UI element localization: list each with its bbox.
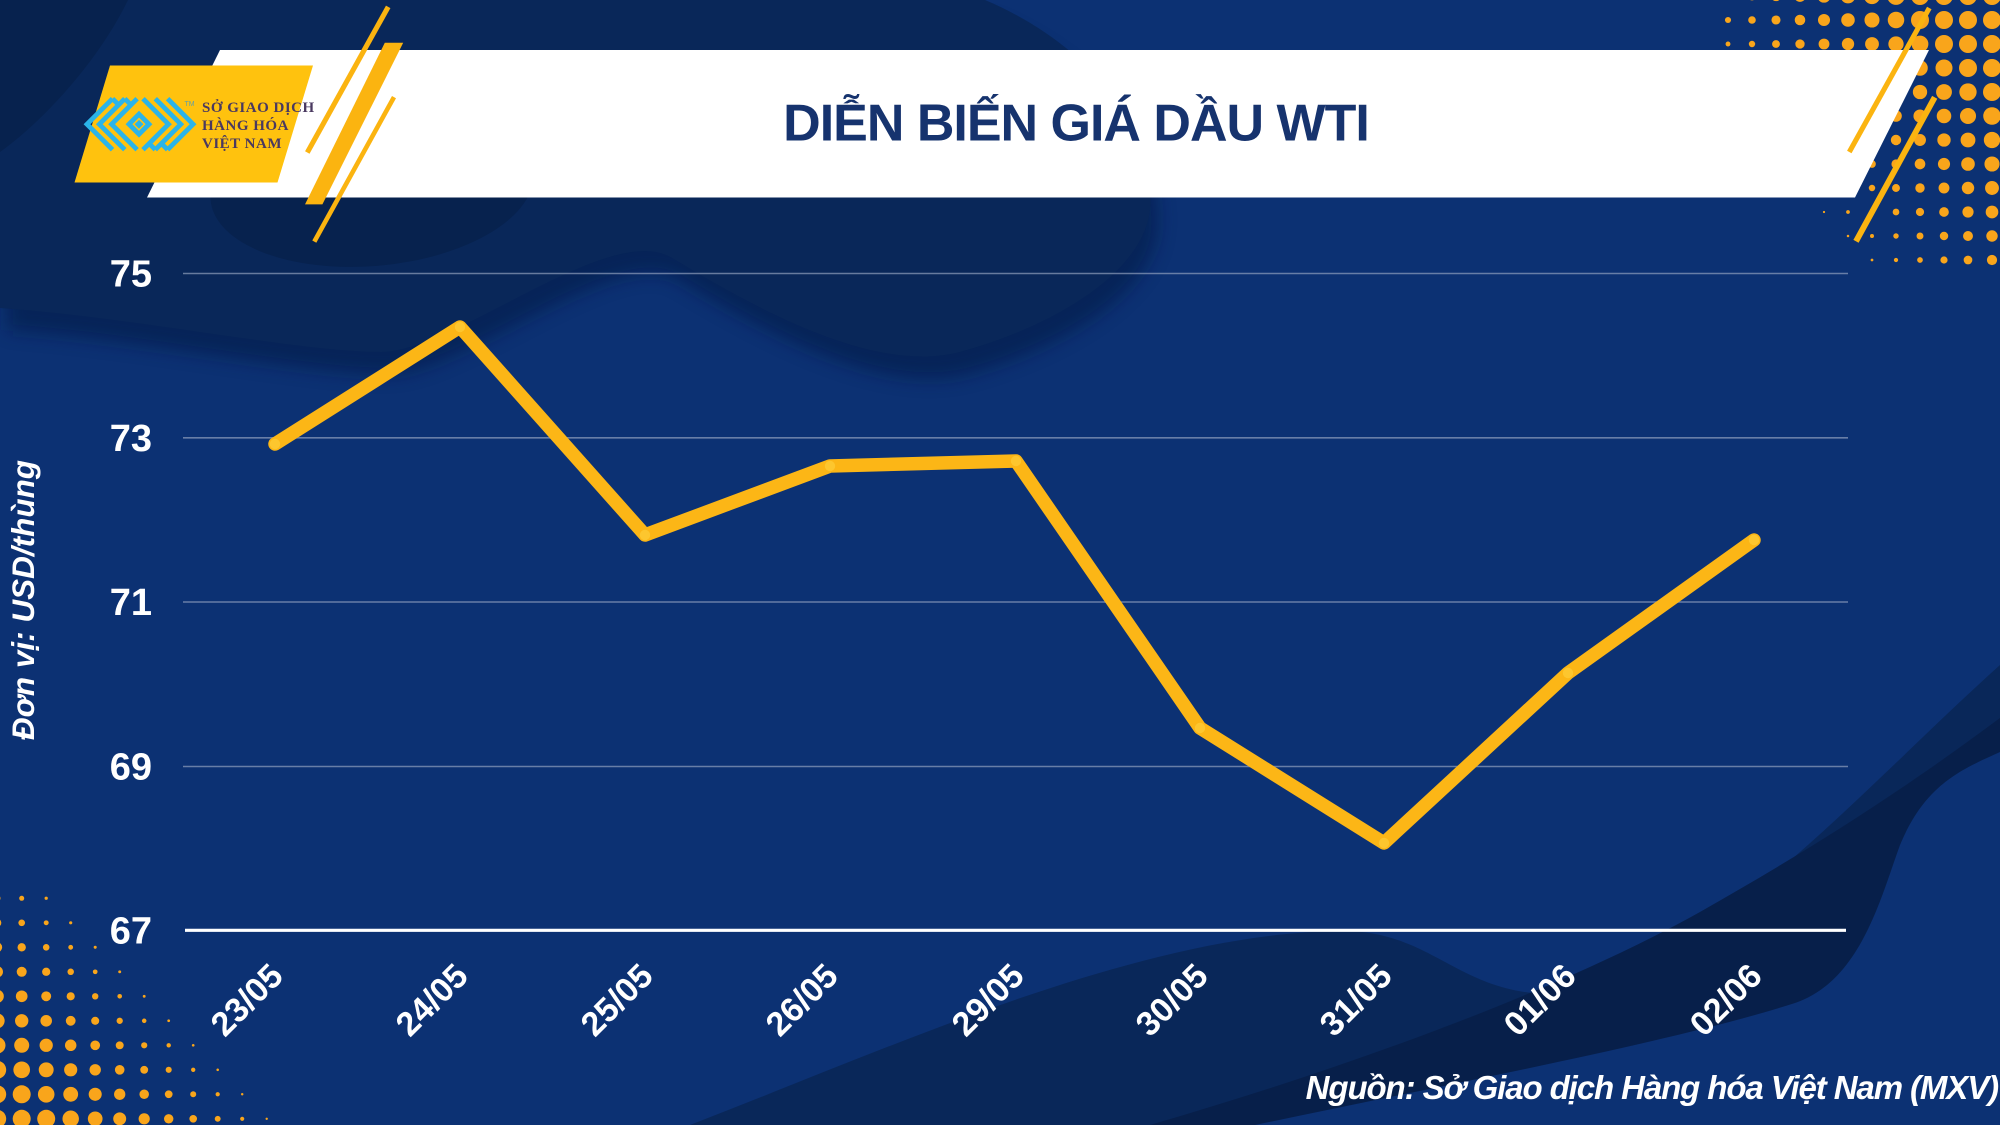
svg-text:73: 73	[110, 418, 152, 460]
svg-text:HÀNG HÓA: HÀNG HÓA	[202, 117, 289, 134]
svg-text:Đơn vị: USD/thùng: Đơn vị: USD/thùng	[5, 460, 41, 740]
svg-text:SỞ GIAO DỊCH: SỞ GIAO DỊCH	[202, 99, 315, 116]
svg-text:67: 67	[110, 910, 152, 952]
svg-text:Nguồn: Sở Giao dịch Hàng hóa V: Nguồn: Sở Giao dịch Hàng hóa Việt Nam (M…	[1306, 1069, 1999, 1106]
svg-text:TM: TM	[185, 101, 195, 108]
svg-text:69: 69	[110, 747, 152, 789]
svg-text:71: 71	[110, 582, 152, 624]
svg-text:75: 75	[110, 254, 152, 296]
svg-text:DIỄN BIẾN GIÁ DẦU WTI: DIỄN BIẾN GIÁ DẦU WTI	[783, 94, 1369, 153]
svg-text:VIỆT NAM: VIỆT NAM	[202, 135, 282, 152]
